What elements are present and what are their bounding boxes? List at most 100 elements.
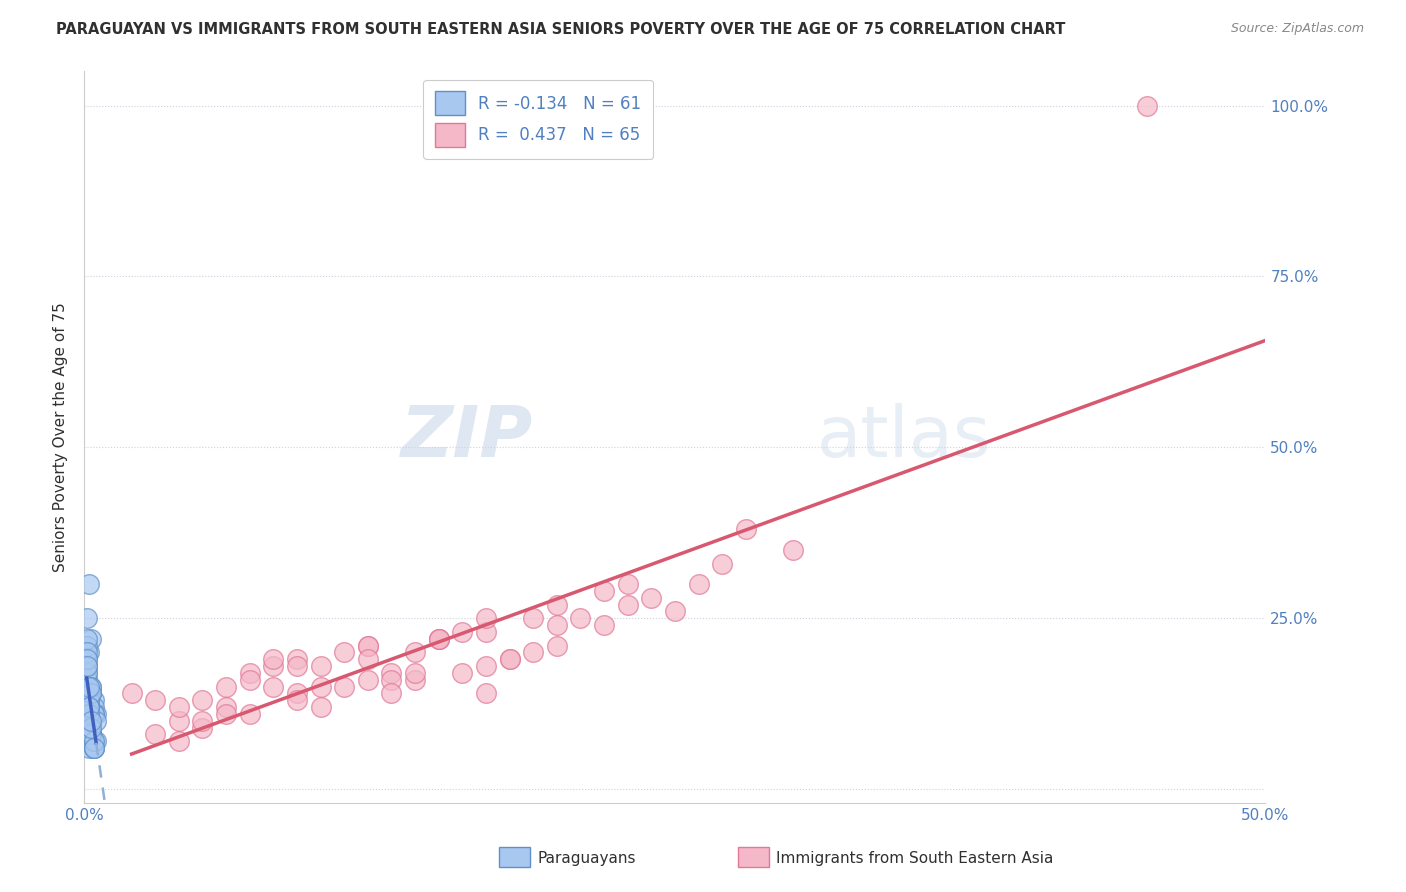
- Point: [215, 706, 238, 721]
- Point: [77, 734, 100, 748]
- Point: [77, 741, 100, 756]
- Point: [522, 645, 544, 659]
- Point: [84, 706, 107, 721]
- Point: [357, 639, 380, 653]
- Point: [215, 680, 238, 694]
- Point: [404, 673, 426, 687]
- Point: [167, 714, 190, 728]
- Point: [76, 680, 98, 694]
- Point: [734, 522, 756, 536]
- Point: [522, 611, 544, 625]
- Point: [80, 686, 103, 700]
- Point: [782, 542, 804, 557]
- Point: [191, 714, 214, 728]
- Point: [404, 645, 426, 659]
- Point: [80, 686, 103, 700]
- Y-axis label: Seniors Poverty Over the Age of 75: Seniors Poverty Over the Age of 75: [53, 302, 69, 572]
- Point: [498, 652, 520, 666]
- Point: [357, 652, 380, 666]
- Point: [80, 727, 103, 741]
- Point: [83, 741, 105, 756]
- Point: [83, 693, 105, 707]
- Point: [80, 632, 103, 646]
- Legend: R = -0.134   N = 61, R =  0.437   N = 65: R = -0.134 N = 61, R = 0.437 N = 65: [423, 79, 654, 159]
- Point: [285, 693, 308, 707]
- Point: [76, 632, 98, 646]
- Point: [285, 659, 308, 673]
- Point: [83, 706, 105, 721]
- Point: [76, 645, 98, 659]
- Point: [76, 727, 98, 741]
- Point: [76, 673, 98, 687]
- Point: [83, 741, 105, 756]
- Point: [167, 700, 190, 714]
- Point: [546, 598, 568, 612]
- Point: [76, 652, 98, 666]
- Point: [76, 686, 98, 700]
- Point: [77, 700, 100, 714]
- Point: [77, 693, 100, 707]
- Point: [498, 652, 520, 666]
- Point: [167, 734, 190, 748]
- Point: [616, 577, 638, 591]
- Point: [285, 686, 308, 700]
- Point: [309, 659, 332, 673]
- Point: [84, 734, 107, 748]
- Point: [84, 714, 107, 728]
- Point: [77, 727, 100, 741]
- Point: [309, 700, 332, 714]
- Point: [77, 700, 100, 714]
- Point: [546, 618, 568, 632]
- Point: [404, 665, 426, 680]
- Point: [80, 727, 103, 741]
- Point: [77, 721, 100, 735]
- Point: [80, 680, 103, 694]
- Point: [333, 645, 356, 659]
- Point: [76, 673, 98, 687]
- Point: [427, 632, 450, 646]
- Point: [1136, 98, 1159, 112]
- Point: [76, 652, 98, 666]
- Point: [475, 611, 498, 625]
- Point: [83, 734, 105, 748]
- Point: [76, 659, 98, 673]
- Point: [427, 632, 450, 646]
- Point: [83, 741, 105, 756]
- Point: [593, 618, 616, 632]
- Point: [121, 686, 143, 700]
- Point: [76, 659, 98, 673]
- Point: [77, 714, 100, 728]
- Point: [664, 604, 686, 618]
- Point: [191, 721, 214, 735]
- Text: Immigrants from South Eastern Asia: Immigrants from South Eastern Asia: [776, 851, 1053, 865]
- Point: [262, 680, 284, 694]
- Point: [77, 721, 100, 735]
- Point: [309, 680, 332, 694]
- Point: [711, 557, 734, 571]
- Point: [475, 659, 498, 673]
- Point: [569, 611, 592, 625]
- Text: PARAGUAYAN VS IMMIGRANTS FROM SOUTH EASTERN ASIA SENIORS POVERTY OVER THE AGE OF: PARAGUAYAN VS IMMIGRANTS FROM SOUTH EAST…: [56, 22, 1066, 37]
- Point: [143, 693, 166, 707]
- Point: [475, 624, 498, 639]
- Point: [80, 721, 103, 735]
- Point: [77, 645, 100, 659]
- Point: [76, 665, 98, 680]
- Point: [77, 700, 100, 714]
- Point: [77, 680, 100, 694]
- Point: [76, 639, 98, 653]
- Point: [239, 665, 262, 680]
- Point: [77, 706, 100, 721]
- Point: [640, 591, 662, 605]
- Point: [77, 700, 100, 714]
- Point: [239, 706, 262, 721]
- Point: [80, 686, 103, 700]
- Point: [77, 700, 100, 714]
- Point: [76, 611, 98, 625]
- Point: [77, 693, 100, 707]
- Point: [357, 639, 380, 653]
- Point: [80, 714, 103, 728]
- Point: [451, 665, 474, 680]
- Point: [76, 659, 98, 673]
- Point: [380, 665, 402, 680]
